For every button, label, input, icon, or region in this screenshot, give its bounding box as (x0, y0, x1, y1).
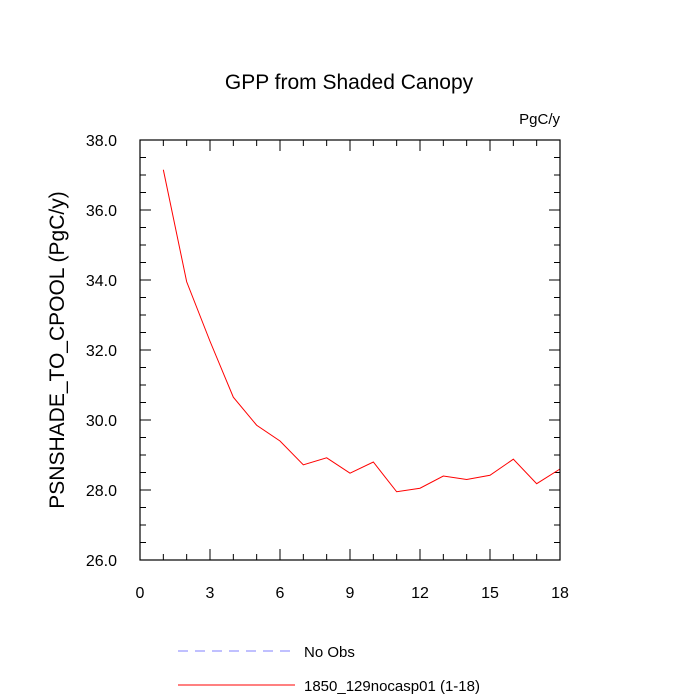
y-tick-label: 34.0 (86, 273, 117, 290)
units-label: PgC/y (519, 111, 560, 128)
plot-lines (162, 169, 561, 493)
tick-labels: 0 3 6 9 12 15 18 26.0 28.0 30.0 32.0 34.0 36.0 38.0 (86, 133, 569, 602)
plot-frame (139, 139, 561, 561)
axis-ticks (139, 139, 561, 561)
y-tick-label: 36.0 (86, 203, 117, 220)
legend-label-model: 1850_129nocasp01 (1-18) (304, 678, 480, 695)
x-tick-label: 3 (206, 585, 215, 602)
legend: No Obs 1850_129nocasp01 (1-18) (178, 644, 480, 695)
y-tick-label: 30.0 (86, 413, 117, 430)
chart-title: GPP from Shaded Canopy (225, 71, 474, 94)
x-tick-label: 12 (411, 585, 429, 602)
y-tick-label: 38.0 (86, 133, 117, 150)
x-tick-label: 18 (551, 585, 569, 602)
y-tick-label: 28.0 (86, 483, 117, 500)
y-axis-label: PSNSHADE_TO_CPOOL (PgC/y) (46, 191, 69, 508)
y-tick-label: 26.0 (86, 553, 117, 570)
legend-label-no-obs: No Obs (304, 644, 355, 661)
x-tick-label: 9 (346, 585, 355, 602)
series-line (162, 169, 561, 493)
x-tick-label: 0 (136, 585, 145, 602)
y-tick-label: 32.0 (86, 343, 117, 360)
x-tick-label: 6 (276, 585, 285, 602)
x-tick-label: 15 (481, 585, 499, 602)
